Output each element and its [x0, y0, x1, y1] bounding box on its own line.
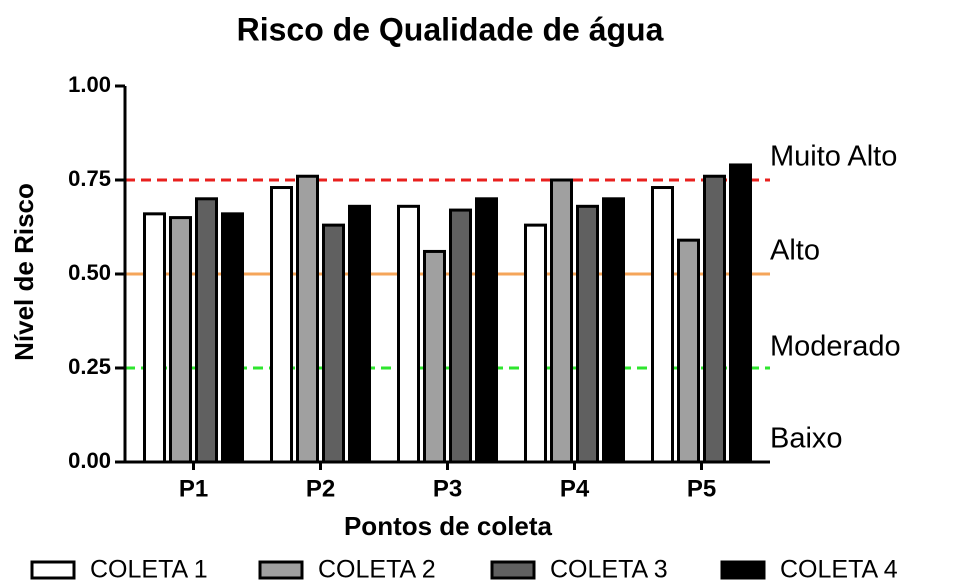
legend-label: COLETA 3 — [550, 556, 668, 584]
x-axis-title: Pontos de coleta — [344, 511, 553, 541]
legend-label: COLETA 2 — [318, 556, 436, 584]
chart-title: Risco de Qualidade de água — [237, 11, 664, 47]
bar — [576, 204, 599, 464]
x-tick-label: P1 — [179, 475, 208, 502]
bar — [677, 238, 700, 464]
legend-swatch — [720, 560, 766, 580]
bar — [270, 186, 293, 464]
bar — [221, 212, 244, 464]
bar — [449, 208, 472, 464]
legend-label: COLETA 4 — [780, 556, 898, 584]
x-tick-label: P3 — [433, 475, 462, 502]
y-tick-label: 0.25 — [68, 354, 111, 379]
x-tick-label: P5 — [687, 475, 716, 502]
bar — [348, 204, 371, 464]
bar — [195, 197, 218, 464]
risk-level-label: Moderado — [770, 331, 901, 363]
bar — [524, 223, 547, 464]
bar — [729, 163, 752, 464]
bar — [143, 212, 166, 464]
x-tick-label: P2 — [306, 475, 335, 502]
bar — [296, 174, 319, 464]
legend-swatch — [490, 560, 536, 580]
y-tick-label: 0.75 — [68, 166, 111, 191]
bar — [602, 197, 625, 464]
bar — [550, 178, 573, 464]
bar — [703, 174, 726, 464]
bar — [397, 204, 420, 464]
bar — [475, 197, 498, 464]
legend-label: COLETA 1 — [90, 556, 208, 584]
x-tick-label: P4 — [560, 475, 590, 502]
risk-level-label: Alto — [770, 235, 820, 267]
bar — [322, 223, 345, 464]
bar — [169, 216, 192, 464]
bar — [423, 249, 446, 464]
risk-level-label: Baixo — [770, 423, 843, 455]
legend-swatch — [30, 560, 76, 580]
y-tick-label: 1.00 — [68, 72, 111, 97]
risk-level-label: Muito Alto — [770, 141, 897, 173]
y-tick-label: 0.50 — [68, 260, 111, 285]
bar — [651, 186, 674, 464]
y-axis-title: Nível de Risco — [9, 183, 39, 361]
y-tick-label: 0.00 — [68, 448, 111, 473]
legend-swatch — [258, 560, 304, 580]
